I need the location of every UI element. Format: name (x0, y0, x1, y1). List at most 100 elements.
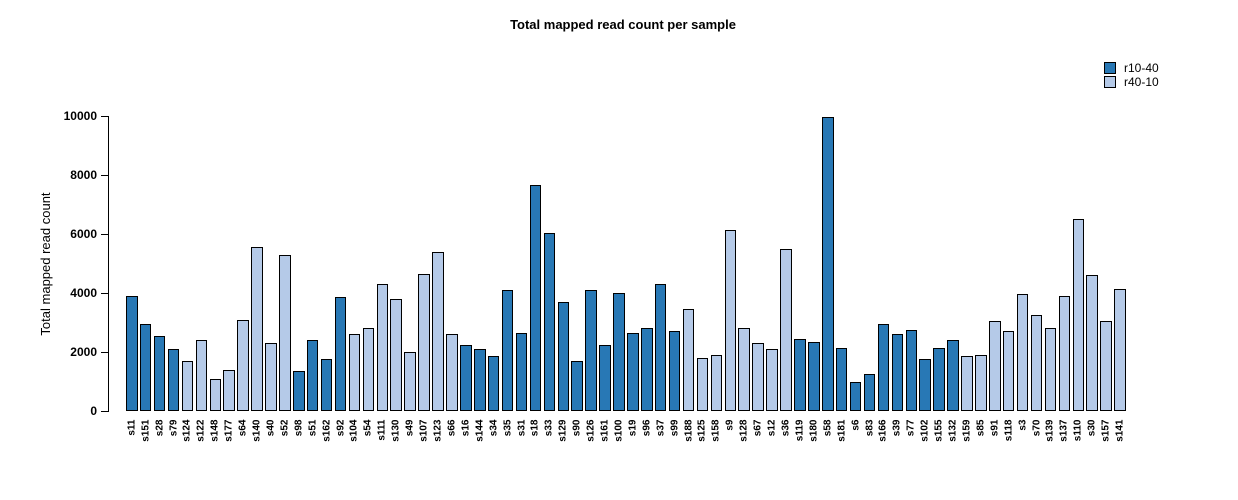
bar-s124 (181, 360, 194, 411)
y-tick (101, 116, 108, 117)
x-tick-label: s123 (432, 419, 444, 442)
x-tick-label: s52 (279, 419, 291, 436)
bar-s58 (822, 117, 834, 411)
bar-s159 (961, 356, 973, 411)
x-tick-label: s104 (348, 419, 360, 442)
bar-s99 (668, 331, 681, 411)
x-tick-label: s39 (891, 419, 903, 436)
bar-s35 (501, 290, 514, 411)
bar-s90 (571, 360, 583, 411)
bar-s122 (195, 340, 208, 411)
x-tick-label: s148 (209, 419, 221, 442)
x-tick-label: s126 (585, 419, 597, 442)
bar-s129 (557, 301, 570, 411)
bar-s155 (933, 347, 945, 411)
bar-s79 (167, 349, 180, 411)
bar-s104 (348, 334, 361, 411)
legend: r10-40 r40-10 (1104, 61, 1159, 89)
y-tick (101, 411, 108, 412)
x-tick-label: s83 (864, 419, 875, 436)
y-tick (101, 293, 108, 294)
bar-s28 (153, 335, 166, 411)
y-tick-label: 6000 (70, 227, 97, 241)
bar-s11 (126, 295, 138, 411)
x-tick-label: s140 (251, 419, 263, 442)
bar-s128 (738, 328, 750, 411)
x-tick-label: s58 (822, 419, 834, 436)
x-tick-label: s3 (1017, 419, 1029, 431)
bar-s70 (1030, 315, 1043, 411)
x-tick-label: s111 (376, 419, 388, 441)
x-tick-label: s92 (335, 419, 347, 436)
bar-s34 (487, 356, 500, 411)
bar-s102 (919, 359, 931, 411)
x-tick-label: s19 (627, 419, 639, 436)
x-tick-label: s157 (1100, 419, 1112, 442)
x-tick-label: s151 (140, 419, 152, 442)
bar-s16 (460, 344, 472, 411)
bar-s148 (209, 378, 222, 411)
bar-s31 (515, 332, 528, 411)
bar-s30 (1086, 275, 1098, 411)
x-tick-label: s98 (293, 419, 305, 436)
bar-s39 (891, 334, 904, 411)
bar-s158 (710, 354, 723, 411)
x-tick-label: s181 (836, 419, 848, 442)
bar-s54 (362, 328, 375, 411)
y-axis-title: Total mapped read count (38, 192, 53, 336)
x-tick-label: s16 (460, 419, 472, 436)
bar-s118 (1002, 331, 1015, 411)
legend-item-r40-10: r40-10 (1104, 75, 1159, 89)
bar-s92 (334, 297, 347, 411)
x-tick-label: s70 (1031, 419, 1043, 436)
bar-s157 (1100, 321, 1112, 411)
x-tick-label: s128 (738, 419, 750, 442)
x-tick-label: s99 (669, 419, 681, 436)
x-tick-label: s33 (543, 419, 555, 436)
x-tick-label: s124 (181, 419, 193, 442)
legend-item-r10-40: r10-40 (1104, 61, 1159, 75)
bar-s188 (682, 309, 695, 411)
x-tick-label: s91 (989, 419, 1001, 436)
y-tick (101, 352, 108, 353)
x-tick-label: s9 (724, 419, 736, 431)
x-tick-label: s119 (794, 419, 806, 441)
bar-s66 (446, 334, 458, 411)
bar-s98 (293, 371, 305, 411)
bar-s40 (265, 343, 277, 411)
bar-s83 (863, 374, 876, 411)
x-tick-label: s28 (154, 419, 166, 436)
bar-s181 (835, 347, 848, 411)
x-tick-label: s158 (710, 419, 722, 442)
y-tick-label: 2000 (70, 345, 97, 359)
x-tick-label: s132 (947, 419, 959, 442)
x-tick-label: s54 (362, 419, 374, 436)
x-tick-label: s64 (237, 419, 249, 436)
bar-s77 (905, 329, 918, 411)
bar-s119 (794, 338, 806, 411)
bar-s141 (1114, 288, 1126, 411)
y-tick-label: 10000 (63, 109, 97, 123)
bar-s151 (139, 323, 152, 411)
x-tick-label: s161 (599, 419, 611, 442)
bar-s139 (1044, 328, 1057, 411)
bar-s177 (223, 369, 235, 411)
x-tick-label: s85 (975, 419, 987, 436)
x-tick-label: s79 (168, 419, 179, 436)
bar-s33 (543, 232, 556, 411)
x-tick-label: s66 (446, 419, 458, 436)
bar-s162 (320, 359, 333, 411)
x-tick-label: s162 (321, 419, 333, 442)
bar-s51 (306, 340, 319, 411)
bar-s6 (849, 381, 862, 411)
legend-swatch-r10-40 (1104, 62, 1116, 74)
bar-s144 (474, 349, 486, 411)
x-tick-label: s11 (126, 419, 138, 436)
x-tick-label: s49 (404, 419, 416, 436)
bar-s140 (251, 247, 263, 411)
x-tick-label: s129 (557, 419, 569, 442)
bar-s126 (585, 290, 597, 411)
x-tick-label: s40 (265, 419, 277, 436)
x-tick-label: s51 (307, 419, 319, 436)
x-tick-label: s155 (933, 419, 945, 442)
